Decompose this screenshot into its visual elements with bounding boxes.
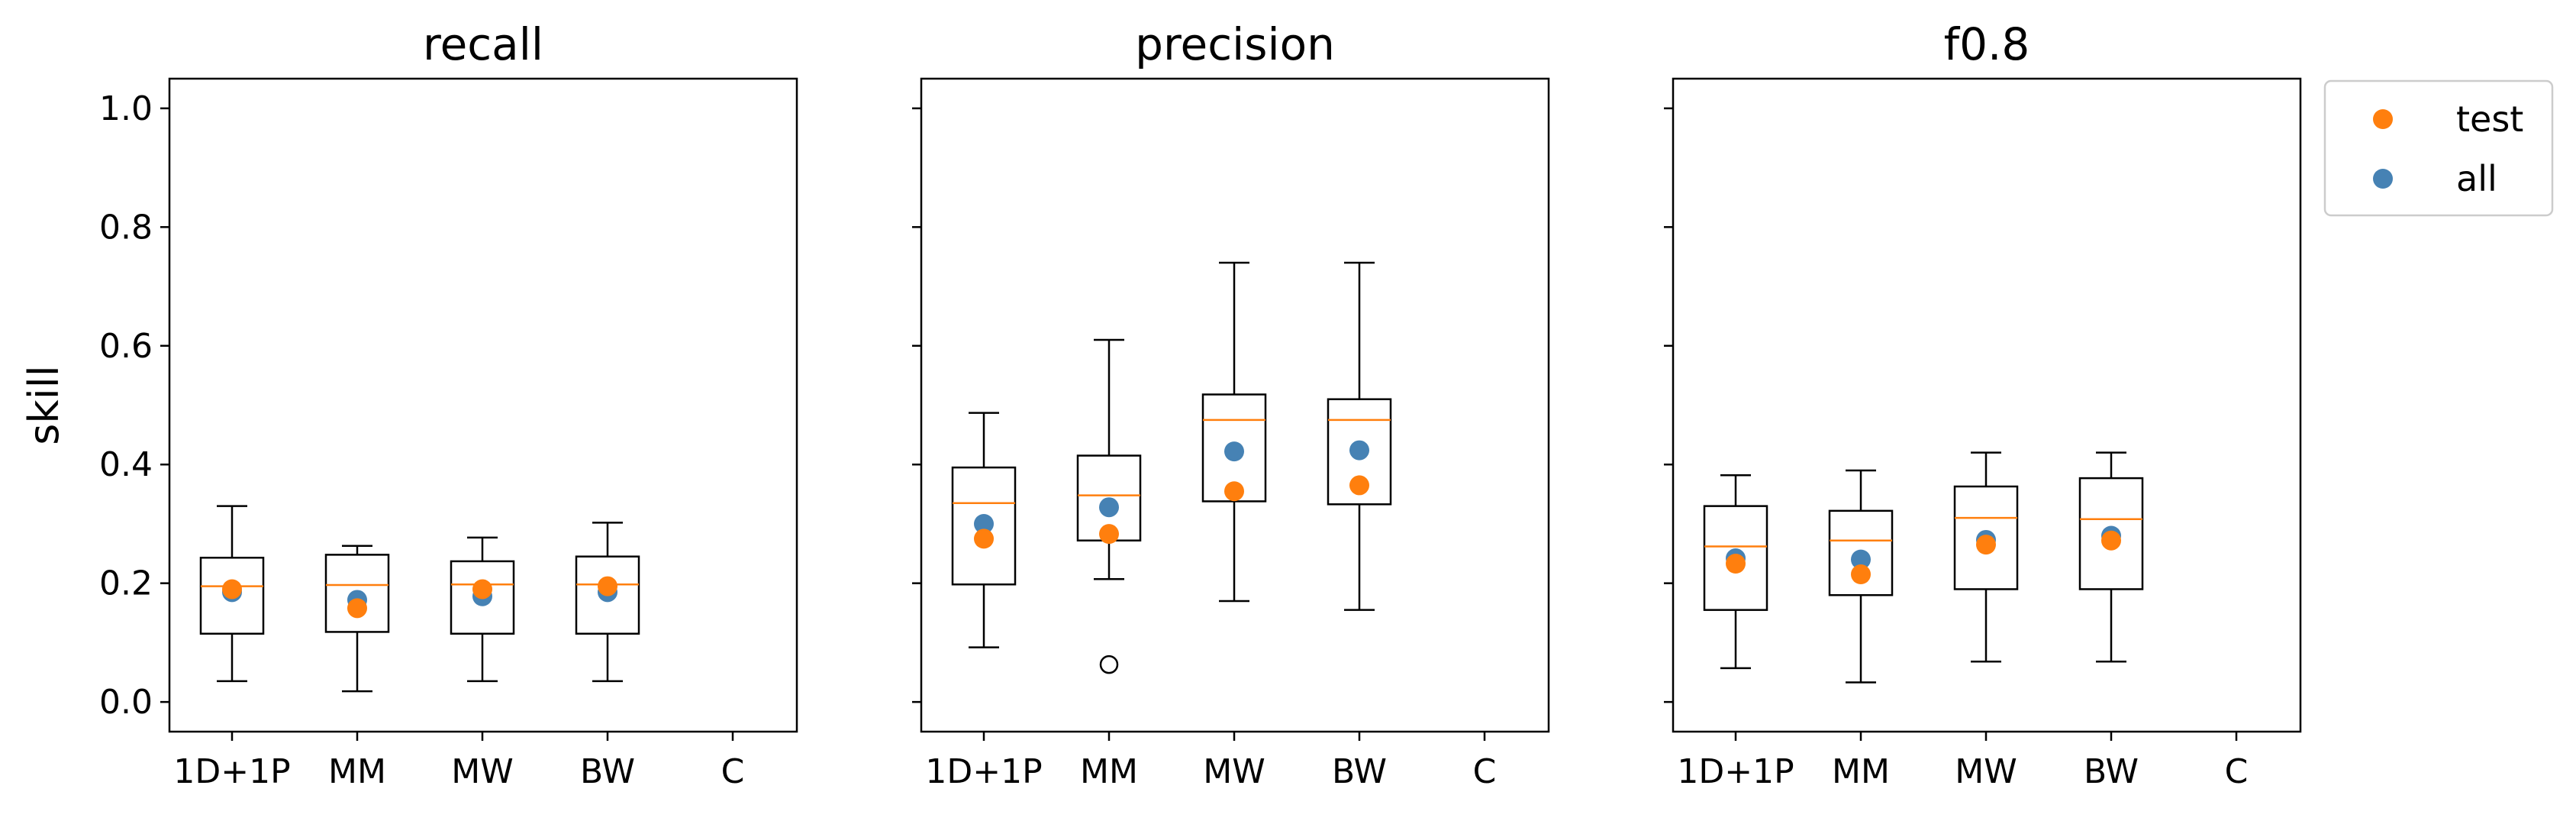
x-tick-label-0-3: BW: [580, 752, 635, 791]
x-tick-label-1-2: MW: [1203, 752, 1265, 791]
y-tick-label-4: 0.8: [99, 208, 153, 247]
point-test-0-3: [598, 576, 617, 596]
legend-label-all: all: [2456, 158, 2497, 199]
box-1-0: [951, 466, 1017, 586]
box-0-2: [450, 560, 515, 635]
x-tick-label-2-2: MW: [1955, 752, 2017, 791]
box-0-0: [199, 557, 265, 635]
legend-marker-all: [2373, 169, 2393, 189]
point-test-1-1: [1099, 524, 1119, 545]
point-all-2-1: [1851, 549, 1871, 570]
x-tick-label-0-2: MW: [451, 752, 513, 791]
point-all-1-0: [974, 513, 994, 534]
point-test-2-2: [1976, 535, 1996, 555]
legend-marker-test: [2373, 109, 2393, 129]
point-test-0-1: [347, 598, 367, 619]
box-1-2: [1201, 393, 1267, 503]
point-test-0-0: [222, 579, 242, 600]
x-tick-label-1-3: BW: [1332, 752, 1387, 791]
x-tick-label-2-4: C: [2225, 752, 2249, 791]
box-2-2: [1953, 485, 2019, 590]
box-1-3: [1327, 398, 1392, 506]
y-tick-label-0: 0.0: [99, 683, 153, 722]
box-0-3: [575, 555, 640, 635]
x-tick-label-1-1: MM: [1080, 752, 1138, 791]
panel-title-1: precision: [1135, 18, 1335, 70]
box-2-1: [1828, 509, 1894, 596]
panel-title-0: recall: [423, 18, 543, 70]
x-tick-label-0-1: MM: [328, 752, 386, 791]
point-test-1-3: [1349, 475, 1369, 496]
box-2-0: [1703, 505, 1768, 611]
panel-frame-1: [920, 77, 1550, 733]
x-tick-label-0-0: 1D+1P: [173, 752, 290, 791]
point-test-2-1: [1851, 564, 1871, 585]
point-test-1-2: [1224, 481, 1244, 502]
x-tick-label-1-0: 1D+1P: [925, 752, 1042, 791]
y-tick-label-1: 0.2: [99, 564, 153, 603]
point-test-2-3: [2101, 530, 2121, 551]
box-2-3: [2078, 477, 2144, 590]
point-test-0-2: [472, 579, 492, 600]
point-all-1-2: [1224, 441, 1244, 462]
y-axis-label: skill: [20, 365, 68, 444]
point-test-2-0: [1726, 554, 1746, 574]
x-tick-label-1-4: C: [1473, 752, 1497, 791]
x-tick-label-0-4: C: [721, 752, 745, 791]
legend-label-test: test: [2456, 99, 2523, 140]
point-all-1-1: [1099, 497, 1119, 518]
box-0-1: [324, 554, 390, 633]
y-tick-label-5: 1.0: [99, 89, 153, 128]
x-tick-label-2-1: MM: [1832, 752, 1890, 791]
point-all-1-3: [1349, 440, 1369, 461]
y-tick-label-3: 0.6: [99, 327, 153, 366]
flier-1-1-0: [1099, 655, 1119, 674]
x-tick-label-2-3: BW: [2084, 752, 2139, 791]
x-tick-label-2-0: 1D+1P: [1677, 752, 1794, 791]
panel-title-2: f0.8: [1944, 18, 2030, 70]
point-test-1-0: [974, 528, 994, 549]
y-tick-label-2: 0.4: [99, 445, 153, 484]
